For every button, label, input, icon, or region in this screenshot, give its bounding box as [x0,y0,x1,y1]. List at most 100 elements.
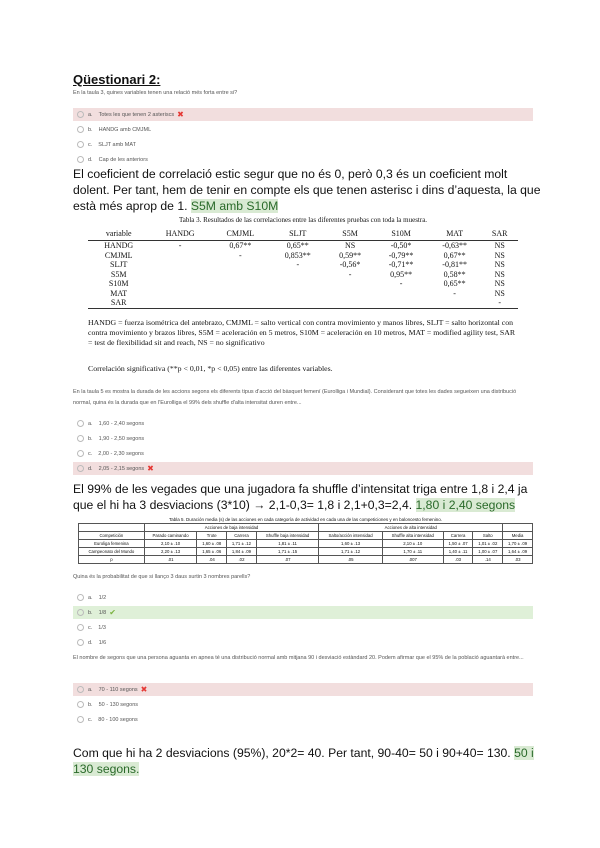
option-letter: b. [88,701,93,708]
cross-icon: ✖ [140,685,148,694]
table-row: p .01.04.02.07.05.007.03.14.03 [78,555,533,564]
radio-button[interactable] [77,420,84,427]
column-header: SAR [481,228,518,241]
table-cell: NS [494,269,505,279]
option-text: HANDG amb CMJML [98,126,152,133]
option-text: 2,00 - 2,30 segons [98,450,144,457]
radio-button[interactable] [77,686,84,693]
table-cell: .14 [472,555,504,564]
radio-button[interactable] [77,639,84,646]
column-header: Trote [196,531,228,540]
option-text: 2,05 - 2,15 segons [98,465,145,472]
option-d[interactable]: d. 1/6 [73,636,533,649]
option-a[interactable]: a. 70 - 110 segons ✖ [73,683,533,696]
option-a[interactable]: a. Totes les que tenen 2 asteriscs ✖ [73,108,533,121]
answer-text: El 99% de les vegades que una jugadora f… [73,482,528,512]
option-c[interactable]: c. SLJT amb MAT [73,138,533,151]
table-cell [427,298,482,309]
option-letter: a. [88,594,93,601]
page-title: Qüestionari 2: [73,72,161,87]
table-cell [374,289,428,299]
option-b[interactable]: b. HANDG amb CMJML [73,123,533,136]
table-caption: Tabla 5. Duración media (s) de las accio… [169,517,442,522]
table-cell: 1,60 ± .13 [318,539,383,548]
option-b[interactable]: b. 1,90 - 2,50 segons [73,432,533,445]
table-cell: SLJT [110,260,128,269]
option-text: 70 - 110 segons [98,686,138,693]
table-row: S10M - 0,65** NS [88,279,518,289]
radio-button[interactable] [77,609,84,616]
table-cell: .03 [502,555,533,564]
radio-button[interactable] [77,465,84,472]
radio-button[interactable] [77,126,84,133]
radio-button[interactable] [77,111,84,118]
table-cell: -0,81** [442,260,467,269]
table-cell [149,279,210,289]
table-cell: 0,67** [443,250,466,260]
table-row: HANDG - 0,67** 0,65** NS -0,50* -0,63** NS [88,241,518,251]
table-cell: S10M [108,279,129,288]
radio-button[interactable] [77,435,84,442]
option-c[interactable]: c. 2,00 - 2,30 segons [73,447,533,460]
column-header: Competición [78,531,145,540]
option-text: Cap de les anteriors [98,156,148,163]
radio-button[interactable] [77,701,84,708]
table-cell: 2,10 ± .10 [143,539,198,548]
option-text: 1/8 [98,609,107,616]
table-cell [149,260,210,270]
option-c[interactable]: c. 1/3 [73,621,533,634]
radio-button[interactable] [77,624,84,631]
table-cell: NS [494,250,505,260]
option-d[interactable]: d. 2,05 - 2,15 segons ✖ [73,462,533,475]
table-cell: - [296,260,300,269]
table-cell: NS [344,241,356,250]
table-cell: - [238,250,242,260]
table-cell [149,289,210,299]
table-cell [326,279,375,289]
radio-button[interactable] [77,141,84,148]
option-text: 50 - 130 segons [98,701,139,708]
table-cell: HANDG [104,241,134,250]
table-cell: .007 [381,555,444,564]
table-cell: 1,01 ± .02 [472,539,504,548]
table-row: MAT - NS [88,289,518,299]
table-cell: 1,70 ± .11 [381,547,444,556]
table-cell: 1,60 ± .08 [196,539,228,548]
table-cell: - [453,288,456,298]
option-a[interactable]: a. 1,60 - 2,40 segons [73,417,533,430]
answer-paragraph-1: El coeficient de correlació estic segur … [73,166,543,214]
check-icon: ✔ [109,608,116,617]
table-cell: 1,70 ± .09 [502,539,533,548]
table-cell: 0,853** [284,250,311,260]
answer-paragraph-3: Com que hi ha 2 desviacions (95%), 20*2=… [73,745,543,777]
table-cell: .01 [143,555,198,564]
option-a[interactable]: a. 1/2 [73,591,533,604]
answer-highlight: 1,80 i 2,40 segons [415,498,516,512]
table-cell [325,298,375,309]
table-cell: -0,50* [390,241,412,250]
radio-button[interactable] [77,156,84,163]
radio-button[interactable] [77,716,84,723]
column-header: S10M [374,228,428,241]
option-b[interactable]: b. 50 - 130 segons [73,698,533,711]
option-c[interactable]: c. 80 - 100 segons [73,713,533,726]
option-b[interactable]: b. 1/8 ✔ [73,606,533,619]
option-letter: a. [88,420,93,427]
option-letter: d. [88,465,93,472]
option-letter: b. [88,609,93,616]
option-text: 1,60 - 2,40 segons [98,420,145,427]
table-cell [149,298,211,309]
option-text: 1/2 [98,594,107,601]
option-letter: d. [88,639,93,646]
radio-button[interactable] [77,450,84,457]
column-header: HANDG [149,228,211,241]
table-row: SAR - [88,298,518,309]
option-letter: c. [88,624,93,631]
option-d[interactable]: d. Cap de les anteriors [73,153,533,166]
radio-button[interactable] [77,594,84,601]
column-header: Carrera [226,531,257,540]
column-header: MAT [427,228,482,241]
table-row: Campeonato del Mundo 2,20 ± .13 1,65 ± .06… [78,547,533,556]
table-cell [270,289,326,299]
table-cell [326,289,375,299]
